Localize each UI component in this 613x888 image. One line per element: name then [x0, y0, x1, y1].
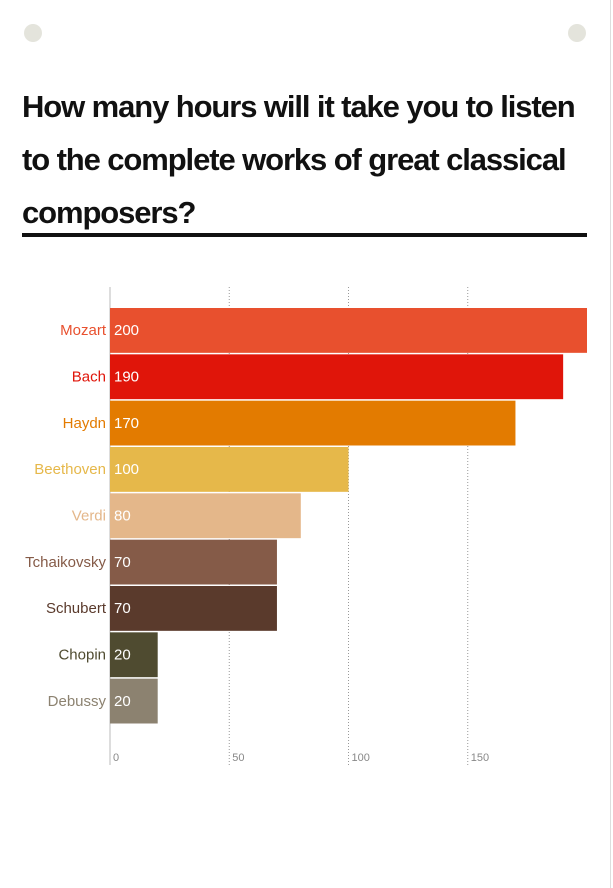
category-label: Tchaikovsky: [25, 554, 106, 571]
category-label: Mozart: [60, 322, 107, 339]
category-label: Haydn: [63, 415, 106, 432]
title-rule: [22, 233, 587, 237]
bar: [110, 354, 564, 400]
bar: [110, 493, 301, 539]
bar: [110, 632, 158, 678]
bar: [110, 586, 277, 631]
x-tick-label: 150: [471, 752, 489, 764]
bar: [110, 447, 349, 492]
value-label: 190: [114, 368, 139, 385]
category-label: Verdi: [72, 507, 106, 524]
category-label: Beethoven: [34, 461, 106, 478]
value-label: 200: [114, 322, 139, 339]
category-label: Chopin: [58, 646, 106, 663]
value-label: 170: [114, 415, 139, 432]
value-label: 70: [114, 554, 131, 571]
category-label: Bach: [72, 368, 106, 385]
bar: [110, 400, 516, 446]
value-label: 80: [114, 507, 131, 524]
category-label: Schubert: [46, 600, 107, 617]
chart-title: How many hours will it take you to liste…: [22, 89, 576, 230]
x-tick-label: 50: [232, 752, 244, 764]
value-label: 20: [114, 693, 131, 710]
value-label: 70: [114, 600, 131, 617]
bar: [110, 678, 158, 724]
x-tick-label: 100: [352, 752, 370, 764]
bar: [110, 308, 587, 353]
corner-dot: [568, 24, 586, 42]
bar: [110, 539, 277, 585]
category-label: Debussy: [48, 693, 107, 710]
value-label: 100: [114, 461, 139, 478]
x-tick-label: 0: [113, 752, 119, 764]
value-label: 20: [114, 646, 131, 663]
corner-dot: [24, 24, 42, 42]
